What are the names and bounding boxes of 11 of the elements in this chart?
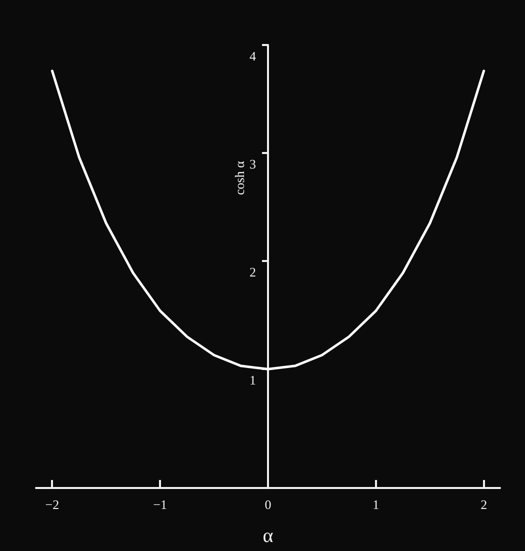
x-tick-label: 2 bbox=[480, 497, 488, 512]
x-tick-label: 1 bbox=[372, 497, 380, 512]
x-tick-label: −2 bbox=[45, 497, 60, 512]
y-axis-title: cosh α bbox=[232, 160, 247, 195]
y-tick-label: 3 bbox=[250, 156, 256, 172]
y-tick-label: 2 bbox=[250, 264, 256, 280]
x-tick-label: −1 bbox=[153, 497, 168, 512]
y-tick-label: 4 bbox=[250, 48, 256, 64]
x-axis-title: α bbox=[262, 525, 274, 547]
y-tick-label: 1 bbox=[250, 372, 256, 388]
x-tick-label: 0 bbox=[264, 497, 272, 512]
